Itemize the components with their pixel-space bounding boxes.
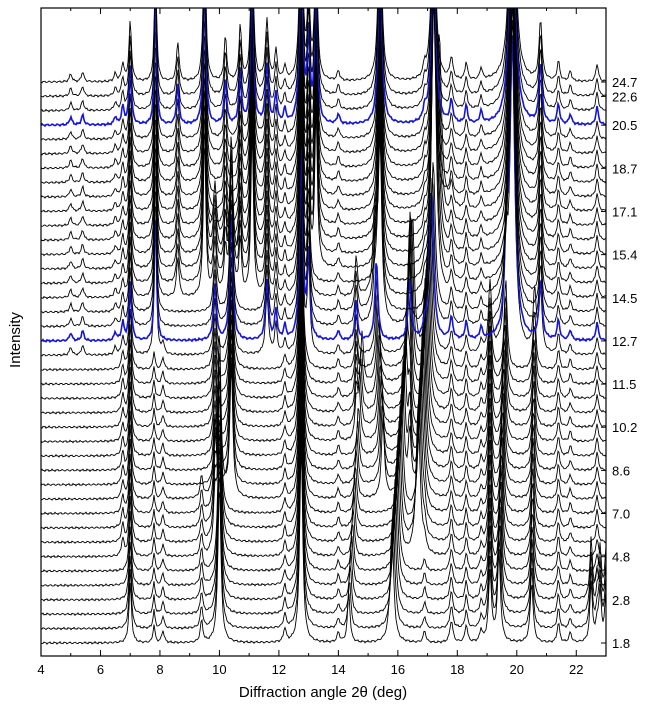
trace-label: 4.8 — [612, 550, 630, 565]
x-tick-label: 20 — [510, 662, 524, 677]
plot-frame — [40, 7, 607, 657]
diffraction-trace — [41, 8, 606, 242]
diffraction-trace — [41, 402, 606, 602]
trace-label: 1.8 — [612, 636, 630, 651]
trace-label: 14.5 — [612, 291, 637, 306]
trace-label: 15.4 — [612, 248, 637, 263]
diffraction-trace — [41, 8, 606, 113]
x-tick-label: 16 — [391, 662, 405, 677]
diffraction-trace — [41, 8, 606, 99]
trace-group — [41, 8, 606, 645]
x-axis-title: Diffraction angle 2θ (deg) — [239, 684, 407, 701]
diffraction-trace — [41, 8, 606, 213]
diffraction-trace — [41, 258, 606, 458]
x-tick-label: 8 — [156, 662, 163, 677]
diffraction-trace — [41, 244, 606, 444]
diffraction-trace — [41, 8, 606, 142]
diffraction-trace — [41, 8, 606, 257]
trace-label: 20.5 — [612, 118, 637, 133]
diffraction-trace — [41, 357, 606, 559]
diffraction-trace — [41, 315, 606, 516]
diffraction-trace — [41, 228, 606, 430]
diffraction-trace — [41, 272, 606, 473]
diffraction-trace — [41, 8, 606, 156]
diffraction-trace — [41, 8, 606, 84]
y-axis-title: Intensity — [7, 312, 24, 368]
diffraction-trace — [41, 8, 606, 199]
x-tick-label: 10 — [212, 662, 226, 677]
x-tick-label: 6 — [97, 662, 104, 677]
trace-label: 10.2 — [612, 420, 637, 435]
diffraction-trace — [41, 300, 606, 501]
trace-label: 12.7 — [612, 334, 637, 349]
diffraction-trace — [41, 8, 606, 271]
diffraction-trace — [41, 330, 606, 530]
x-tick-label: 18 — [450, 662, 464, 677]
highlighted-diffraction-trace — [41, 8, 606, 128]
x-tick-label: 22 — [569, 662, 583, 677]
diffraction-trace — [41, 430, 606, 631]
diffraction-trace — [41, 416, 606, 617]
diffraction-trace — [41, 285, 606, 487]
trace-label: 2.8 — [612, 593, 630, 608]
trace-label: 18.7 — [612, 161, 637, 176]
diffraction-trace — [41, 387, 606, 588]
trace-label: 11.5 — [612, 377, 636, 392]
diffraction-trace — [41, 8, 606, 185]
trace-label: 8.6 — [612, 463, 630, 478]
x-tick-label: 12 — [272, 662, 286, 677]
trace-label: 24.7 — [612, 75, 637, 90]
x-tick-label: 4 — [37, 662, 44, 677]
diffraction-trace — [41, 8, 606, 170]
trace-label: 7.0 — [612, 507, 630, 522]
right-axis-labels: 24.722.6 20.5 18.7 17.1 15.4 14.5 12.7 11.5 10.2… — [601, 75, 637, 651]
diffraction-trace — [41, 344, 606, 545]
diffraction-trace — [41, 8, 606, 228]
diffraction-trace — [41, 200, 606, 401]
diffraction-trace — [41, 171, 606, 372]
x-axis-ticks: 4 6 8 10 12 14 16 18 20 22 — [37, 8, 607, 677]
diffraction-trace — [41, 8, 606, 286]
diffraction-trace — [41, 186, 606, 386]
trace-label: 17.1 — [612, 204, 637, 219]
diffraction-trace — [41, 372, 606, 573]
trace-label: 22.6 — [612, 89, 637, 104]
x-tick-label: 14 — [331, 662, 345, 677]
diffraction-trace — [41, 8, 606, 300]
diffraction-trace — [41, 445, 606, 645]
diffraction-trace — [41, 213, 606, 415]
